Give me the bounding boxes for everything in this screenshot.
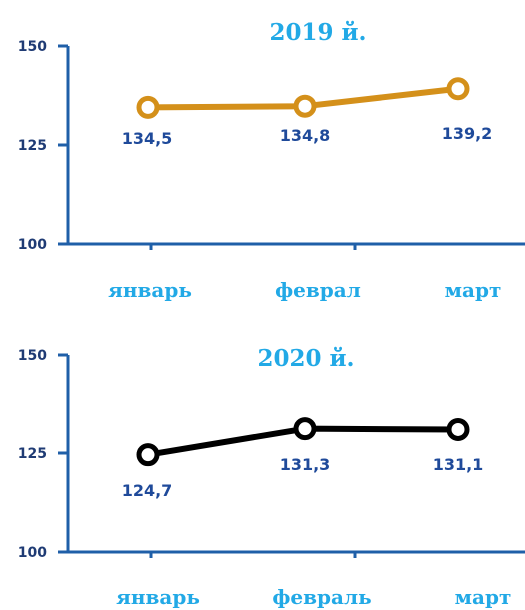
data-label-2-2020: 131,3: [280, 455, 331, 474]
series-marks-2019: [136, 77, 470, 119]
series-marks-2020: [136, 417, 470, 467]
data-label-1-2020: 124,7: [122, 481, 173, 500]
x-category-label-2-2019: феврал: [275, 278, 361, 302]
data-label-1-2019: 134,5: [122, 129, 173, 148]
y-tick-label-125-2019: 125: [18, 138, 47, 154]
chart-2020: 2020 й. 150 125 100 январь февраль март …: [18, 345, 525, 609]
data-point-2-2019: [293, 94, 317, 118]
data-point-3-2019: [446, 77, 470, 101]
data-label-3-2020: 131,1: [433, 455, 484, 474]
y-tick-label-150-2019: 150: [18, 39, 47, 55]
x-category-label-3-2020: март: [455, 585, 512, 609]
data-point-2-2020: [293, 417, 317, 441]
x-category-label-2-2020: февраль: [272, 585, 371, 609]
x-category-label-3-2019: март: [445, 278, 502, 302]
x-category-label-1-2020: январь: [116, 585, 200, 609]
data-point-1-2019: [136, 95, 160, 119]
y-tick-label-100-2020: 100: [18, 545, 47, 561]
data-point-1-2020: [136, 443, 160, 467]
x-category-label-1-2019: январь: [108, 278, 192, 302]
chart-title-2020: 2020 й.: [257, 345, 354, 372]
y-tick-label-100-2019: 100: [18, 237, 47, 253]
chart-2019: 2019 й. 150 125 100 январь феврал март 1…: [18, 19, 525, 302]
y-tick-label-150-2020: 150: [18, 348, 47, 364]
data-label-2-2019: 134,8: [280, 126, 331, 145]
data-point-3-2020: [446, 417, 470, 441]
chart-title-2019: 2019 й.: [269, 19, 366, 46]
data-label-3-2019: 139,2: [442, 124, 493, 143]
y-tick-label-125-2020: 125: [18, 446, 47, 462]
